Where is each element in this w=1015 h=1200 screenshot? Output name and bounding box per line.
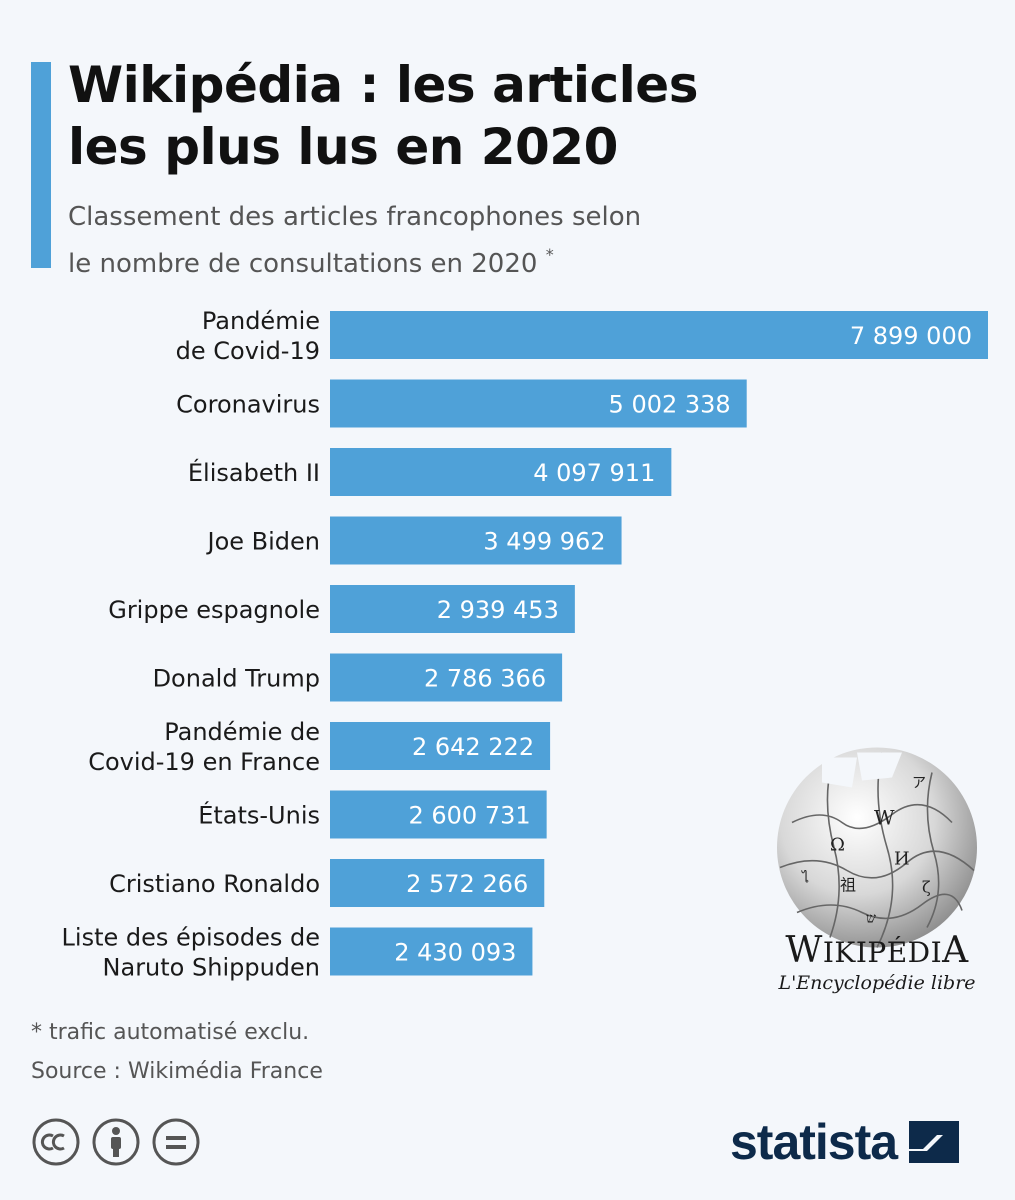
wikipedia-tagline: L'Encyclopédie libre (778, 972, 976, 994)
category-label: Donald Trump (153, 665, 320, 693)
wordmark-rest: IKIPÉDI (822, 936, 943, 969)
attribution-icon[interactable] (91, 1117, 141, 1167)
footnote: * trafic automatisé exclu. (31, 1020, 310, 1045)
bar (330, 927, 533, 976)
category-label: Pandémie de Covid-19 (176, 307, 320, 365)
svg-text:W: W (874, 806, 895, 830)
accent-bar (31, 62, 51, 268)
category-label: Coronavirus (176, 391, 320, 419)
bar-chart: 7 899 000 Pandémie de Covid-19 5 002 338 Cor… (62, 307, 988, 982)
bar (330, 722, 551, 770)
bar-value-label: 2 430 093 (394, 939, 516, 967)
bar-value-label: 2 572 266 (406, 870, 528, 898)
bar-value-label: 3 499 962 (483, 528, 605, 556)
svg-text:И: И (894, 849, 910, 870)
title-line-1: Wikipédia : les articles (68, 56, 698, 114)
subtitle-line-2: le nombre de consultations en 2020 * (68, 236, 968, 283)
category-label: Cristiano Ronaldo (109, 870, 320, 898)
bar-value-label: 4 097 911 (533, 459, 655, 487)
page-subtitle: Classement des articles francophones sel… (68, 198, 968, 283)
bar (330, 311, 988, 359)
bar (330, 448, 672, 496)
bar (330, 653, 563, 702)
svg-text:Ω: Ω (830, 835, 845, 856)
bar (330, 516, 622, 565)
svg-text:ζ: ζ (922, 878, 931, 897)
source-note: Source : Wikimédia France (31, 1059, 323, 1084)
wordmark-initial: W (785, 930, 823, 971)
bar (330, 790, 547, 839)
license-icons (31, 1117, 201, 1167)
statista-logo[interactable]: statista (730, 1113, 960, 1171)
cc-icon[interactable] (31, 1117, 81, 1167)
svg-text:祖: 祖 (840, 876, 856, 895)
bar (330, 585, 575, 633)
bar (330, 859, 545, 907)
statista-wordmark: statista (730, 1114, 898, 1170)
bar-value-label: 2 786 366 (424, 665, 546, 693)
wikipedia-globe-logo: W Ω И 祖 ไ ζ ア ש (777, 747, 977, 948)
bar-value-label: 2 600 731 (408, 802, 530, 830)
bar (330, 379, 747, 428)
bar-value-label: 5 002 338 (609, 391, 731, 419)
no-derivatives-icon[interactable] (151, 1117, 201, 1167)
subtitle-line-2-text: le nombre de consultations en 2020 (68, 249, 538, 279)
category-label: États-Unis (198, 801, 320, 830)
wordmark-final: A (942, 930, 969, 971)
category-label: Liste des épisodes de Naruto Shippuden (62, 924, 320, 982)
svg-text:ש: ש (866, 911, 876, 927)
category-label: Pandémie de Covid-19 en France (88, 718, 320, 776)
svg-text:ア: ア (912, 776, 926, 792)
category-label: Joe Biden (206, 528, 321, 556)
bar-value-label: 2 939 453 (437, 596, 559, 624)
svg-text:ไ: ไ (801, 870, 809, 887)
page-title: Wikipédia : les articles les plus lus en… (68, 54, 968, 178)
statista-icon (909, 1121, 960, 1163)
subtitle-footnote-mark: * (545, 245, 554, 264)
wikipedia-wordmark: WIKIPÉDIA (762, 930, 992, 971)
category-label: Grippe espagnole (108, 596, 320, 624)
title-line-2: les plus lus en 2020 (68, 118, 618, 176)
subtitle-line-1: Classement des articles francophones sel… (68, 202, 642, 232)
category-label: Élisabeth II (188, 458, 320, 487)
bar-value-label: 2 642 222 (412, 733, 534, 761)
bar-value-label: 7 899 000 (850, 322, 972, 350)
